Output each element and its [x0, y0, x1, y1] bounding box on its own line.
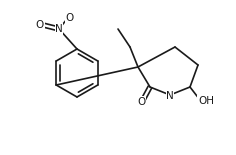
Text: O: O	[66, 13, 74, 23]
Text: OH: OH	[198, 96, 214, 106]
Text: O: O	[36, 20, 44, 30]
Text: N: N	[166, 91, 174, 101]
Text: O: O	[137, 97, 145, 107]
Text: N: N	[55, 24, 63, 34]
